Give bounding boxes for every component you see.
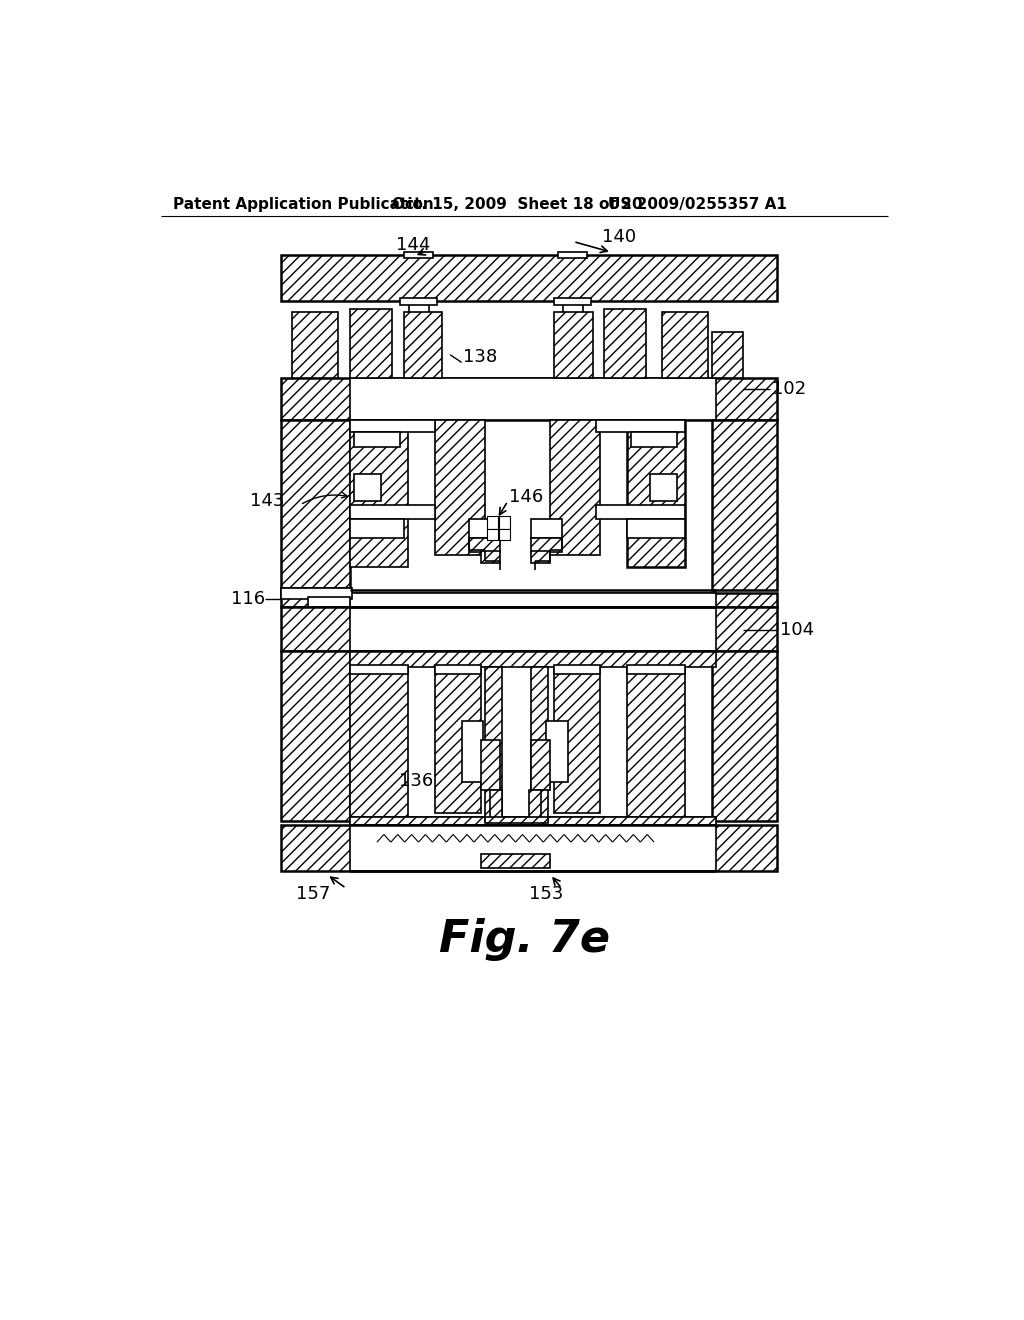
Bar <box>350 817 716 826</box>
Bar <box>435 665 481 675</box>
Text: US 2009/0255357 A1: US 2009/0255357 A1 <box>608 197 786 213</box>
Bar <box>281 825 777 871</box>
Text: 104: 104 <box>779 620 814 639</box>
Bar <box>350 420 408 566</box>
Text: 116: 116 <box>230 590 265 607</box>
Bar <box>281 651 350 821</box>
Bar <box>481 552 500 562</box>
Bar <box>554 667 600 813</box>
Bar <box>462 721 483 781</box>
Bar <box>410 301 429 343</box>
Bar <box>281 607 777 651</box>
Bar <box>435 420 484 554</box>
Bar <box>350 309 392 378</box>
Bar <box>650 474 677 502</box>
Text: 157: 157 <box>296 884 331 903</box>
Bar <box>531 667 548 821</box>
Bar <box>712 651 777 821</box>
Bar <box>596 420 685 432</box>
Bar <box>558 252 587 257</box>
Bar <box>490 789 502 821</box>
Bar <box>554 298 591 305</box>
Bar <box>563 301 583 343</box>
Bar <box>354 432 400 447</box>
Bar <box>487 529 498 540</box>
Bar <box>350 667 408 821</box>
Bar <box>628 665 685 675</box>
Text: Oct. 15, 2009  Sheet 18 of 20: Oct. 15, 2009 Sheet 18 of 20 <box>392 197 643 213</box>
Bar <box>712 331 742 378</box>
Bar <box>484 667 502 821</box>
Bar <box>350 504 435 519</box>
Text: 143: 143 <box>250 492 285 510</box>
Bar <box>531 552 550 562</box>
Bar <box>500 529 510 540</box>
Bar <box>529 789 541 821</box>
Bar <box>531 539 562 552</box>
Bar <box>403 313 442 378</box>
Bar <box>547 721 568 781</box>
Bar <box>350 817 716 826</box>
Text: 140: 140 <box>602 228 636 246</box>
Text: 136: 136 <box>398 772 433 789</box>
Bar <box>292 313 339 378</box>
Text: Patent Application Publication: Patent Application Publication <box>173 197 433 213</box>
Bar <box>554 313 593 378</box>
Text: 102: 102 <box>772 380 806 399</box>
Bar <box>712 420 777 590</box>
Text: 138: 138 <box>463 348 498 366</box>
Bar <box>281 594 777 607</box>
Bar <box>350 594 716 607</box>
Bar <box>554 665 600 675</box>
Bar <box>281 378 777 420</box>
Bar <box>354 474 381 502</box>
Bar <box>604 309 646 378</box>
Bar <box>662 313 708 378</box>
Bar <box>281 589 350 599</box>
Bar <box>596 504 685 519</box>
Bar <box>350 420 435 432</box>
Bar <box>628 667 685 821</box>
Bar <box>435 667 481 813</box>
Bar <box>350 665 408 675</box>
Bar <box>550 420 600 554</box>
Text: 146: 146 <box>509 488 544 506</box>
Bar <box>281 589 351 599</box>
Bar <box>531 519 562 539</box>
Bar <box>400 298 437 305</box>
Bar <box>350 651 716 667</box>
Bar <box>469 539 500 552</box>
Bar <box>469 519 500 539</box>
Text: 144: 144 <box>396 236 430 253</box>
Bar <box>628 420 685 566</box>
Bar <box>487 516 498 529</box>
Bar <box>531 739 550 789</box>
Text: Fig. 7e: Fig. 7e <box>439 919 610 961</box>
Bar <box>350 825 716 871</box>
Bar <box>481 739 500 789</box>
Bar <box>631 432 677 447</box>
Bar <box>403 252 433 257</box>
Bar <box>628 519 685 539</box>
Bar <box>481 854 550 867</box>
Bar <box>484 817 548 822</box>
Bar <box>350 519 403 539</box>
Bar <box>307 598 350 607</box>
Bar <box>350 378 716 420</box>
Bar <box>350 607 716 651</box>
Bar <box>500 516 510 529</box>
Bar <box>281 420 350 590</box>
Bar <box>281 255 777 301</box>
Text: 153: 153 <box>528 884 563 903</box>
